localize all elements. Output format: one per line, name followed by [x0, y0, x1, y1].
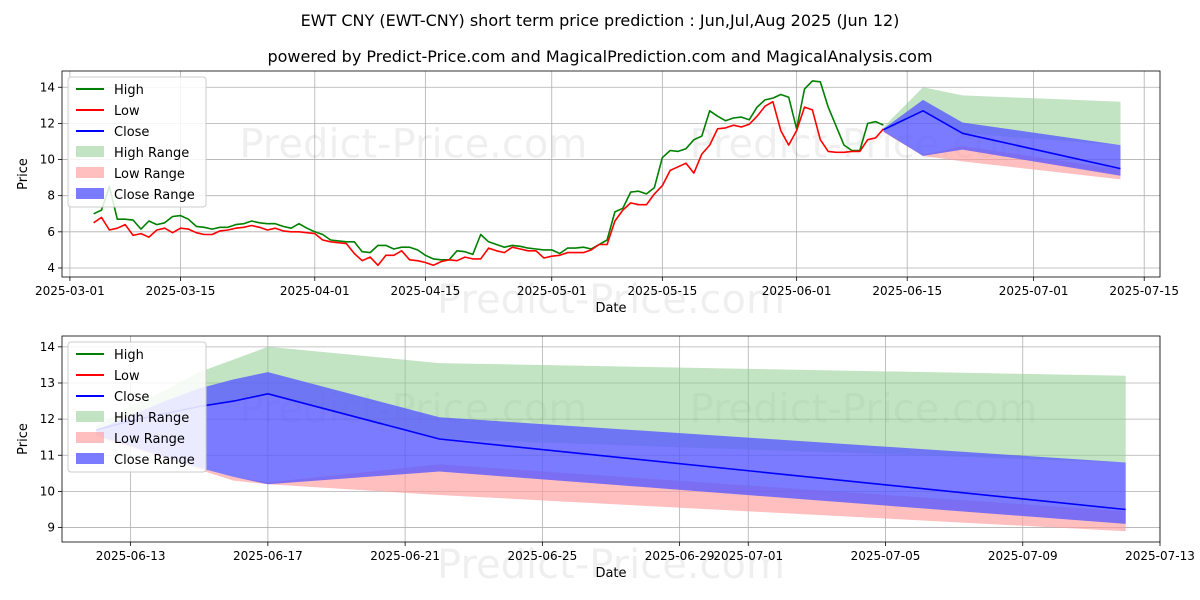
legend-label: Low: [114, 104, 140, 119]
legend-swatch-patch: [76, 432, 104, 443]
high-series-line: [93, 80, 884, 261]
low-series-line: [93, 100, 885, 267]
x-tick-label: 2025-06-29: [645, 549, 715, 563]
plot-area: [93, 80, 1121, 267]
x-tick-label: 2025-03-15: [146, 284, 216, 298]
y-tick-label: 10: [40, 153, 55, 167]
y-tick-label: 14: [40, 340, 55, 354]
y-tick-label: 14: [40, 80, 55, 94]
watermark-text: Predict-Price.com: [437, 542, 785, 588]
y-tick-label: 13: [40, 376, 55, 390]
axes-frame: [61, 335, 1161, 543]
legend-label: High Range: [114, 146, 189, 161]
legend-swatch-patch: [76, 411, 104, 422]
y-tick-label: 10: [40, 484, 55, 498]
legend-swatch-patch: [76, 146, 104, 157]
x-tick-label: 2025-06-15: [872, 284, 942, 298]
x-tick-label: 2025-05-01: [517, 284, 587, 298]
plot-area: [96, 346, 1126, 532]
x-tick-label: 2025-07-15: [1109, 284, 1179, 298]
x-tick-label: 2025-05-15: [627, 284, 697, 298]
legend-label: Close: [114, 125, 149, 140]
legend-label: Low: [114, 369, 140, 384]
legend-label: Low Range: [114, 432, 185, 447]
x-axis-label: Date: [595, 301, 626, 316]
x-tick-label: 2025-04-01: [280, 284, 350, 298]
figure-title: EWT CNY (EWT-CNY) short term price predi…: [301, 11, 900, 30]
x-tick-label: 2025-07-01: [999, 284, 1069, 298]
x-tick-label: 2025-07-05: [851, 549, 921, 563]
x-tick-label: 2025-06-25: [508, 549, 578, 563]
legend-label: Close: [114, 390, 149, 405]
legend-swatch-patch: [76, 453, 104, 464]
watermark-text: Predict-Price.com: [239, 122, 587, 168]
x-tick-label: 2025-06-21: [370, 549, 440, 563]
legend-label: High: [114, 83, 144, 98]
top-chart-panel: Predict-Price.com Predict-Price.comPredic…: [16, 70, 1179, 323]
close-range-band: [883, 99, 1121, 176]
watermark-text: Predict-Price.com: [437, 277, 785, 323]
x-tick-label: 2025-07-09: [988, 549, 1058, 563]
figure-subtitle: powered by Predict-Price.com and Magical…: [267, 47, 932, 66]
bottom-chart-panel: Predict-Price.comPredict-Price.comPredic…: [16, 335, 1195, 588]
y-tick-label: 8: [47, 189, 55, 203]
y-axis-label: Price: [16, 158, 31, 190]
x-tick-label: 2025-04-15: [390, 284, 460, 298]
y-axis-label: Price: [16, 423, 31, 455]
high-range-band: [883, 87, 1121, 146]
y-tick-label: 9: [47, 521, 55, 535]
legend-label: High Range: [114, 411, 189, 426]
x-tick-label: 2025-03-01: [35, 284, 105, 298]
legend-label: Close Range: [114, 453, 195, 468]
axes-frame: [61, 70, 1161, 278]
x-tick-label: 2025-06-17: [233, 549, 303, 563]
y-tick-label: 12: [40, 412, 55, 426]
y-tick-label: 6: [47, 225, 55, 239]
x-tick-label: 2025-06-13: [96, 549, 166, 563]
legend-swatch-patch: [76, 188, 104, 199]
x-tick-label: 2025-07-01: [713, 549, 783, 563]
close-range-band: [96, 372, 1126, 524]
high-range-band: [96, 346, 1126, 463]
close-series-line: [883, 110, 1121, 170]
y-tick-label: 4: [47, 261, 55, 275]
x-axis-label: Date: [595, 566, 626, 581]
y-tick-label: 12: [40, 116, 55, 130]
x-tick-label: 2025-06-01: [762, 284, 832, 298]
legend-swatch-patch: [76, 167, 104, 178]
y-tick-label: 11: [40, 448, 55, 462]
x-tick-label: 2025-07-13: [1125, 549, 1195, 563]
legend-label: High: [114, 348, 144, 363]
legend-label: Close Range: [114, 188, 195, 203]
legend-label: Low Range: [114, 167, 185, 182]
